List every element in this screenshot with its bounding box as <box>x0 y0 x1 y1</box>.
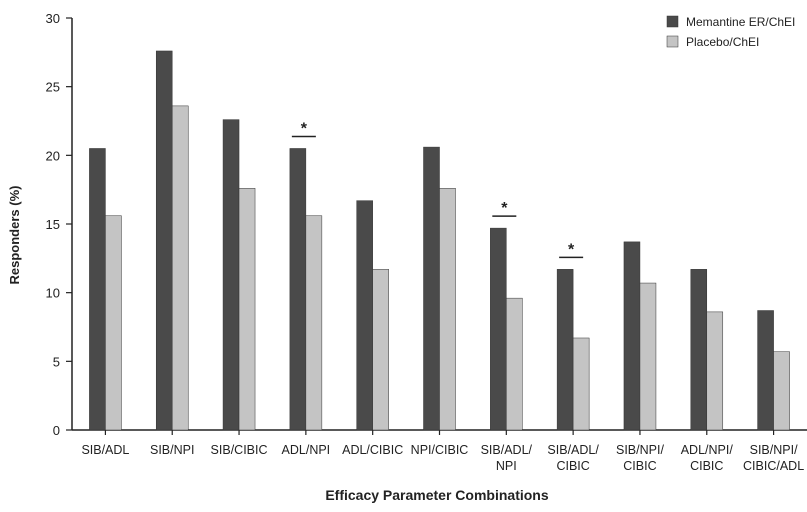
bar-memantine <box>356 200 373 431</box>
x-tick-label: SIB/ADL/NPI <box>481 443 533 473</box>
y-tick-label: 10 <box>46 286 60 301</box>
bar-placebo <box>238 188 256 431</box>
y-tick-label: 0 <box>53 423 60 438</box>
annotations: * * * <box>291 120 584 258</box>
bar-placebo <box>305 215 323 431</box>
x-tick-label: ADL/CIBIC <box>342 443 403 457</box>
bar-memantine <box>155 50 173 431</box>
bar-placebo <box>105 215 122 431</box>
legend-label: Memantine ER/ChEI <box>686 15 795 29</box>
x-tick-label: SIB/NPI <box>150 443 194 457</box>
bar-memantine <box>690 269 708 431</box>
y-tick-label: 5 <box>53 354 60 369</box>
significance-marker: * <box>301 120 308 137</box>
y-tick-label: 20 <box>46 148 60 163</box>
bar-placebo <box>572 337 590 431</box>
x-axis-label: Efficacy Parameter Combinations <box>325 487 549 503</box>
x-tick-label: SIB/CIBIC <box>211 443 268 457</box>
legend-swatch <box>666 35 679 48</box>
y-axis-label: Responders (%) <box>7 186 22 285</box>
bar-memantine <box>556 269 574 431</box>
bar-placebo <box>439 188 456 431</box>
bar-placebo <box>372 269 389 431</box>
bar-memantine <box>757 310 774 431</box>
x-tick-label: SIB/ADL/CIBIC <box>547 443 599 473</box>
bar-memantine <box>89 148 106 431</box>
legend: Memantine ER/ChEI Placebo/ChEI <box>666 15 795 49</box>
y-tick-label: 15 <box>46 217 60 232</box>
x-tick-label: ADL/NPI/CIBIC <box>681 443 734 473</box>
bar-placebo <box>506 297 523 431</box>
y-tick-label: 25 <box>46 80 60 95</box>
bar-placebo <box>171 105 189 431</box>
bar-memantine <box>423 146 440 431</box>
bars <box>89 50 790 431</box>
legend-swatch <box>666 15 679 28</box>
x-tick-label: SIB/ADL <box>81 443 129 457</box>
x-tick-label: SIB/NPI/CIBIC <box>616 443 664 473</box>
x-tick-label: SIB/NPI/CIBIC/ADL <box>743 443 804 473</box>
bar-placebo <box>773 351 790 431</box>
x-tick-label: ADL/NPI <box>282 443 331 457</box>
x-tick-label: NPI/CIBIC <box>411 443 469 457</box>
bar-memantine <box>490 227 507 431</box>
bar-memantine <box>222 119 240 431</box>
bar-placebo <box>639 282 657 431</box>
bar-memantine <box>623 241 641 431</box>
significance-marker: * <box>501 200 508 217</box>
legend-label: Placebo/ChEI <box>686 35 759 49</box>
bar-memantine <box>289 148 307 431</box>
y-tick-label: 30 <box>46 11 60 26</box>
axes: 0 5 10 15 20 25 30 SIB/ADL SIB/NPI SIB/CIBIC ADL/N… <box>46 11 807 473</box>
significance-marker: * <box>568 241 575 258</box>
bar-placebo <box>706 311 724 431</box>
